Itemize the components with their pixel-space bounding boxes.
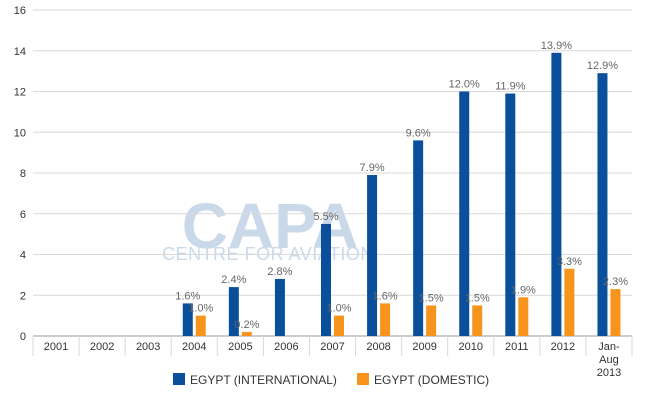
data-label-international: 12.0% (449, 79, 480, 91)
legend-label-domestic: EGYPT (DOMESTIC) (374, 373, 489, 387)
bar-international (228, 287, 239, 336)
data-label-international: 2.4% (221, 274, 246, 286)
legend-swatch-international (173, 373, 185, 385)
y-tick-label: 4 (20, 250, 26, 262)
y-axis-ticks: 0 2 4 6 8 10 12 14 16 (14, 5, 26, 343)
y-tick-label: 14 (14, 46, 26, 58)
bar-domestic (610, 289, 621, 336)
bar-international (505, 93, 516, 336)
x-tick-label: 2007 (320, 341, 344, 353)
data-label-domestic: 1.0% (326, 303, 351, 315)
data-label-international: 7.9% (360, 162, 385, 174)
data-label-international: 12.9% (587, 60, 618, 72)
bar-domestic (472, 305, 483, 336)
bar-international (459, 91, 470, 336)
y-tick-label: 10 (14, 127, 26, 139)
bar-domestic (195, 315, 206, 336)
y-tick-label: 2 (20, 290, 26, 302)
y-tick-label: 0 (20, 331, 26, 343)
data-label-international: 5.5% (313, 211, 338, 223)
data-label-international: 13.9% (541, 40, 572, 52)
bar-international (321, 223, 331, 336)
y-tick-label: 8 (20, 168, 26, 180)
bar-international (413, 140, 424, 336)
gridlines (32, 9, 633, 356)
x-tick-label: 2009 (412, 341, 436, 353)
y-tick-label: 6 (20, 209, 26, 221)
x-axis-ticks: 2001 2002 2003 2004 2005 2006 2007 2008 2009 2010… (44, 341, 621, 379)
data-label-domestic: 0.2% (234, 319, 259, 331)
bars (182, 52, 621, 336)
bar-international (367, 175, 378, 336)
data-label-domestic: 2.3% (603, 276, 628, 288)
data-label-domestic: 3.3% (557, 256, 582, 268)
legend: EGYPT (INTERNATIONAL) EGYPT (DOMESTIC) (173, 373, 489, 387)
legend-label-international: EGYPT (INTERNATIONAL) (190, 373, 337, 387)
data-label-domestic: 1.5% (419, 292, 444, 304)
data-label-domestic: 1.0% (188, 303, 213, 315)
y-tick-label: 12 (14, 87, 26, 99)
x-tick-label: 2002 (90, 341, 114, 353)
bar-international (274, 278, 285, 336)
bar-international (597, 73, 608, 336)
x-tick-label: 2008 (366, 341, 390, 353)
data-label-international: 1.6% (175, 290, 200, 302)
data-label-international: 11.9% (495, 81, 526, 93)
data-labels: 1.6%1.0%2.4%0.2%2.8%5.5%1.0%7.9%1.6%9.6%… (175, 40, 628, 331)
x-tick-label: 2012 (551, 341, 575, 353)
bar-domestic (334, 315, 344, 336)
legend-swatch-domestic (357, 373, 369, 385)
x-tick-label: Jan-Aug 2013 (597, 341, 621, 379)
data-label-domestic: 1.6% (373, 290, 398, 302)
data-label-international: 9.6% (406, 127, 431, 139)
bar-domestic (380, 303, 391, 336)
x-tick-label: 2010 (458, 341, 482, 353)
x-tick-label: 2006 (274, 341, 298, 353)
x-tick-label: 2003 (136, 341, 160, 353)
x-tick-label: 2011 (505, 341, 529, 353)
x-tick-label: 2004 (182, 341, 206, 353)
bar-international (182, 303, 193, 336)
data-label-domestic: 1.9% (511, 284, 536, 296)
bar-international (551, 52, 562, 336)
bar-domestic (241, 331, 252, 336)
bar-domestic (426, 305, 437, 336)
bar-domestic (518, 297, 529, 336)
bar-domestic (564, 268, 575, 336)
data-label-international: 2.8% (267, 266, 292, 278)
capa-watermark: CAPA CENTRE FOR AVIATION (162, 190, 373, 264)
data-label-domestic: 1.5% (465, 292, 490, 304)
x-tick-label: 2001 (44, 341, 68, 353)
y-tick-label: 16 (14, 5, 26, 17)
x-tick-label: 2005 (228, 341, 252, 353)
